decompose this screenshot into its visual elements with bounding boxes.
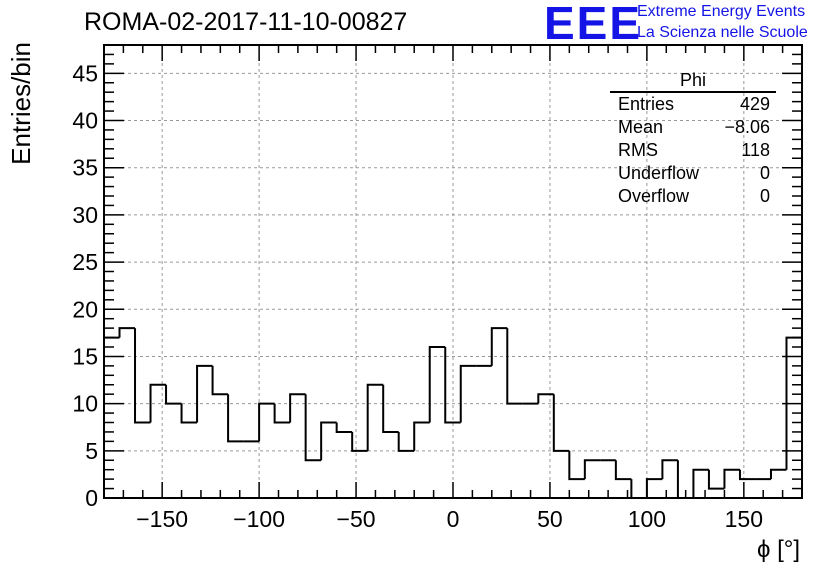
x-tick-label: −50 [337, 506, 376, 532]
histogram-bin [366, 383, 384, 451]
stats-value: −8.06 [724, 117, 770, 137]
histogram-bin [273, 403, 291, 424]
histogram-bin [304, 394, 322, 462]
x-tick-label: 100 [628, 506, 666, 532]
histogram-bin [149, 383, 167, 423]
histogram-bin [506, 328, 523, 405]
y-tick-label: 15 [72, 343, 98, 369]
histogram-bin [444, 347, 461, 424]
logo-caption-line2: La Scienza nelle Scuole [637, 24, 808, 41]
x-tick-label: 150 [725, 506, 763, 532]
histogram-bin [289, 393, 306, 423]
histogram-bin [382, 384, 399, 433]
histogram-bin [320, 421, 337, 461]
stats-label: Mean [618, 117, 664, 137]
y-tick-label: 40 [72, 108, 98, 134]
histogram-bin [459, 364, 477, 423]
eee-logo: EEE [544, 0, 643, 49]
histogram-bin [351, 431, 368, 452]
y-tick-label: 25 [72, 249, 98, 275]
chart-title: ROMA-02-2017-11-10-00827 [84, 8, 408, 36]
histogram-bin [552, 394, 570, 452]
stats-label: Underflow [618, 163, 700, 183]
y-tick-label: 20 [72, 296, 98, 322]
logo-caption-line1: Extreme Energy Events [637, 3, 806, 20]
y-tick-label: 10 [72, 391, 98, 417]
histogram-bin [738, 469, 756, 481]
histogram-bin [165, 384, 182, 405]
histogram-bin [661, 459, 678, 480]
histogram-bin [180, 403, 198, 424]
stats-rows: Entries 429 Mean −8.06 RMS 118 Underflow 0 Overf… [610, 93, 776, 208]
stats-divider [610, 91, 776, 93]
histogram-bin [490, 327, 508, 366]
stats-row: Underflow 0 [610, 162, 776, 185]
histogram-bin [335, 422, 353, 433]
y-tick-label: 45 [72, 60, 98, 86]
stats-value: 0 [759, 186, 770, 206]
histogram-bin [428, 346, 446, 423]
histogram-bin [630, 479, 647, 499]
stats-title: Phi [679, 70, 706, 90]
histogram-bin [413, 421, 430, 451]
histogram-bin [227, 394, 244, 443]
histogram-bin [707, 469, 725, 490]
x-tick-label: −100 [233, 506, 285, 532]
histogram-bin [118, 327, 136, 338]
stats-row: RMS 118 [610, 139, 776, 162]
stats-box: Phi Entries 429 Mean −8.06 RMS 118 Underflow 0 O… [610, 70, 776, 208]
histogram-bin [645, 478, 663, 498]
stats-value: 0 [759, 163, 770, 183]
x-tick-label: −150 [136, 506, 188, 532]
histogram-bin [692, 468, 709, 498]
stats-value: 118 [741, 140, 770, 160]
histogram-bin [134, 328, 151, 424]
x-tick-label: 0 [447, 506, 460, 532]
histogram-bin [568, 450, 585, 481]
y-tick-label: 30 [72, 202, 98, 228]
stats-label: Overflow [618, 186, 690, 206]
histogram-bin [103, 336, 120, 498]
stats-row: Mean −8.06 [610, 116, 776, 139]
histogram-bin [769, 468, 787, 480]
histogram-bin [196, 364, 213, 423]
histogram-bin [614, 460, 632, 481]
x-axis-label: ϕ [°] [757, 536, 800, 563]
stats-value: 429 [739, 94, 770, 114]
x-tick-label: 50 [537, 506, 563, 532]
stats-label: Entries [618, 94, 675, 114]
stats-row: Entries 429 [610, 93, 776, 116]
y-tick-label: 35 [72, 155, 98, 181]
histogram-bin [723, 468, 740, 489]
y-tick-label: 0 [85, 485, 98, 511]
stats-label: RMS [618, 140, 658, 160]
histogram-bin [583, 459, 601, 480]
histogram-bin [397, 431, 415, 452]
stats-row: Overflow 0 [610, 185, 776, 208]
histogram-bin [211, 365, 229, 396]
y-axis-label: Entries/bin [6, 42, 36, 165]
y-tick-label: 5 [85, 438, 98, 464]
histogram-bin [537, 393, 554, 404]
histogram-bin [258, 402, 275, 442]
